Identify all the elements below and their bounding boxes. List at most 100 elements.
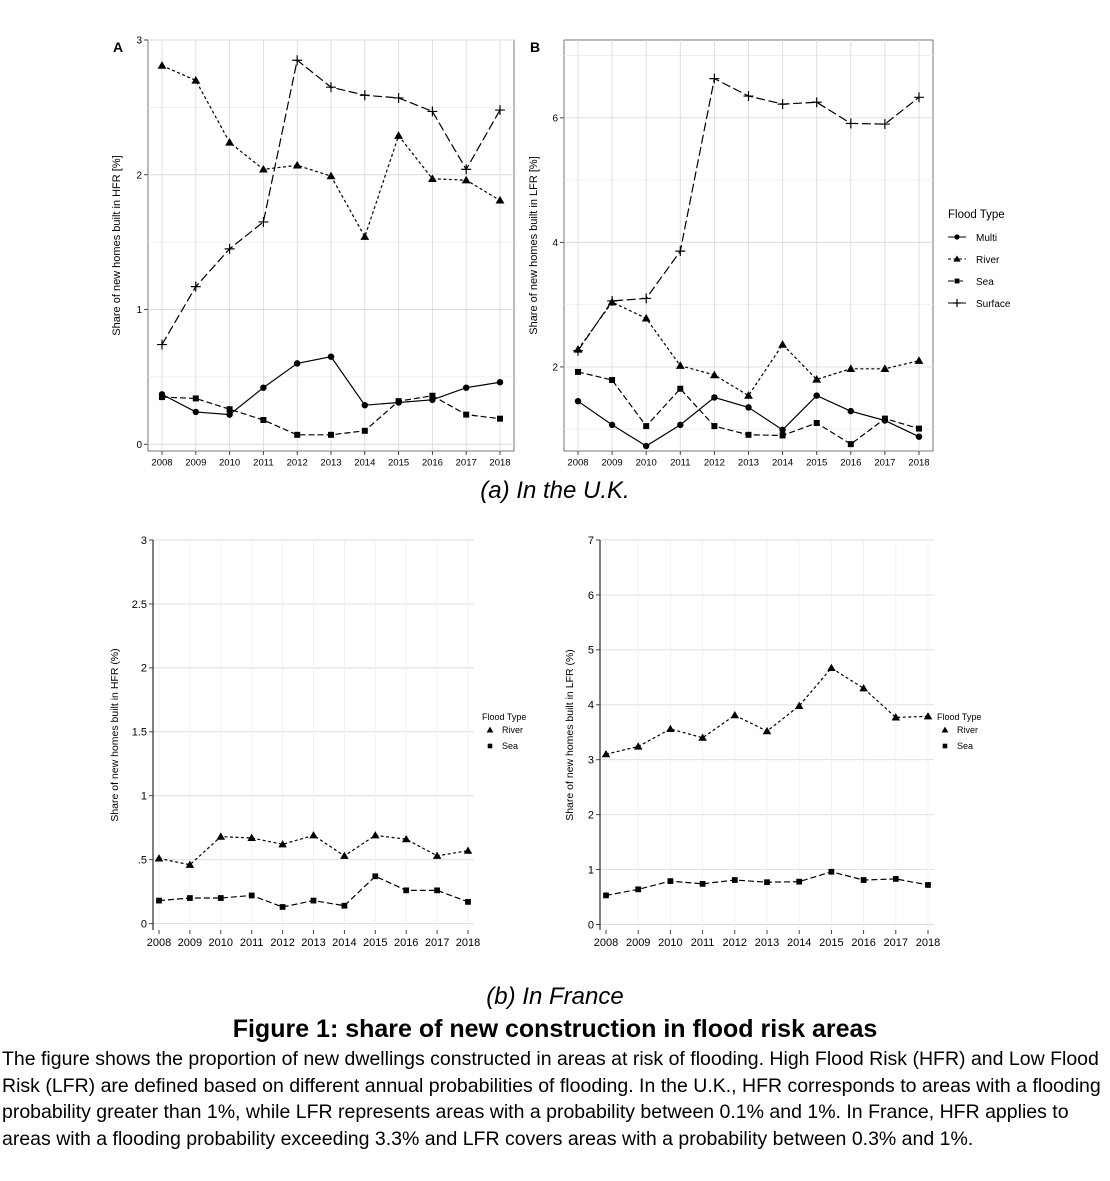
data-point bbox=[879, 119, 890, 130]
x-tick-label: 2014 bbox=[787, 937, 811, 949]
x-tick-label: 2008 bbox=[151, 458, 172, 469]
data-point bbox=[310, 897, 317, 904]
data-point bbox=[154, 854, 164, 862]
caption-uk: (a) In the U.K. bbox=[480, 477, 630, 504]
data-point bbox=[292, 55, 303, 66]
y-tick-label: 1 bbox=[141, 791, 147, 803]
y-axis-title: Share of new homes built in LFR (%) bbox=[564, 649, 576, 821]
legend-key-marker bbox=[954, 278, 960, 284]
y-tick-label: 2 bbox=[141, 663, 147, 675]
data-point bbox=[633, 742, 643, 750]
x-tick-label: 2010 bbox=[219, 458, 240, 469]
data-point bbox=[372, 873, 379, 880]
data-point bbox=[463, 411, 470, 418]
data-point bbox=[745, 404, 752, 411]
data-point bbox=[812, 374, 822, 383]
x-tick-label: 2015 bbox=[388, 458, 409, 469]
data-point bbox=[677, 385, 684, 392]
data-point bbox=[432, 851, 442, 859]
data-point bbox=[462, 384, 470, 391]
y-tick-label: 2 bbox=[588, 809, 594, 821]
x-tick-label: 2014 bbox=[772, 458, 793, 469]
data-point bbox=[731, 877, 738, 883]
data-point bbox=[607, 295, 618, 306]
x-tick-label: 2010 bbox=[658, 937, 682, 949]
data-point bbox=[226, 411, 233, 418]
y-tick-label: 1.5 bbox=[132, 727, 147, 739]
data-point bbox=[709, 370, 719, 379]
data-point bbox=[813, 392, 820, 399]
data-point bbox=[463, 846, 473, 854]
y-tick-label: 7 bbox=[588, 535, 594, 547]
data-point bbox=[778, 340, 788, 348]
data-point bbox=[394, 131, 404, 139]
x-tick-label: 2013 bbox=[755, 937, 779, 949]
figure-description: The figure shows the proportion of new d… bbox=[2, 1048, 1101, 1150]
data-point bbox=[216, 832, 226, 840]
data-point bbox=[641, 313, 651, 322]
data-point bbox=[217, 895, 224, 901]
data-point bbox=[361, 427, 368, 434]
data-point bbox=[574, 397, 582, 405]
data-point bbox=[461, 164, 472, 175]
y-tick-label: 2 bbox=[552, 362, 558, 373]
data-point bbox=[192, 408, 200, 416]
data-point bbox=[744, 391, 753, 399]
x-tick-label: 2013 bbox=[320, 458, 341, 469]
gridlines bbox=[564, 40, 933, 451]
data-point bbox=[247, 833, 256, 841]
data-point bbox=[916, 425, 922, 432]
data-point bbox=[340, 851, 349, 859]
data-point bbox=[371, 831, 380, 839]
data-point bbox=[401, 834, 411, 843]
x-tick-label: 2017 bbox=[874, 458, 895, 469]
y-tick-label: 0 bbox=[141, 918, 147, 930]
chart-fr-hfr: 0 .5 1 1.5 2 2.5 3 2008 2009 2010 2011 2012 2013 2014… bbox=[109, 535, 526, 949]
data-point bbox=[341, 902, 348, 909]
data-point bbox=[258, 164, 268, 173]
data-point bbox=[845, 118, 856, 129]
legend-key-marker bbox=[486, 726, 494, 733]
x-tick-label: 2010 bbox=[636, 458, 657, 469]
x-tick-label: 2016 bbox=[394, 937, 418, 949]
y-tick-label: 4 bbox=[552, 238, 558, 249]
data-point bbox=[224, 243, 235, 254]
data-point bbox=[880, 364, 890, 372]
data-point bbox=[226, 406, 233, 413]
data-point bbox=[635, 886, 642, 893]
data-point bbox=[403, 887, 410, 894]
data-point bbox=[427, 106, 438, 117]
x-tick-label: 2012 bbox=[704, 458, 725, 469]
data-point bbox=[309, 831, 318, 839]
data-point bbox=[925, 882, 931, 888]
legend-key-marker bbox=[953, 299, 961, 307]
data-point bbox=[603, 892, 609, 899]
x-tick-label: 2009 bbox=[626, 937, 650, 949]
y-tick-label: 3 bbox=[136, 36, 142, 47]
x-tick-label: 2016 bbox=[851, 937, 875, 949]
data-point bbox=[667, 878, 674, 884]
series-river bbox=[573, 297, 924, 399]
data-point bbox=[156, 897, 162, 904]
data-point bbox=[159, 394, 165, 401]
data-point bbox=[779, 426, 786, 434]
data-point bbox=[248, 892, 255, 899]
data-point bbox=[762, 726, 772, 735]
data-point bbox=[643, 423, 650, 430]
data-point bbox=[828, 868, 835, 875]
data-point bbox=[891, 713, 901, 721]
data-point bbox=[847, 441, 854, 448]
legend-label: Sea bbox=[957, 741, 973, 751]
legend-label: River bbox=[957, 725, 978, 735]
legend-item-river: River bbox=[486, 725, 523, 735]
legend-item-sea: Sea bbox=[942, 741, 973, 751]
data-point bbox=[434, 887, 440, 894]
data-point bbox=[698, 733, 707, 741]
x-tick-label: 2015 bbox=[806, 458, 827, 469]
series-sea bbox=[156, 873, 471, 910]
x-tick-label: 2011 bbox=[253, 458, 273, 469]
data-point bbox=[328, 431, 334, 438]
caption-france: (b) In France bbox=[486, 983, 624, 1010]
y-tick-label: 1 bbox=[588, 864, 594, 876]
gridlines bbox=[600, 539, 934, 930]
